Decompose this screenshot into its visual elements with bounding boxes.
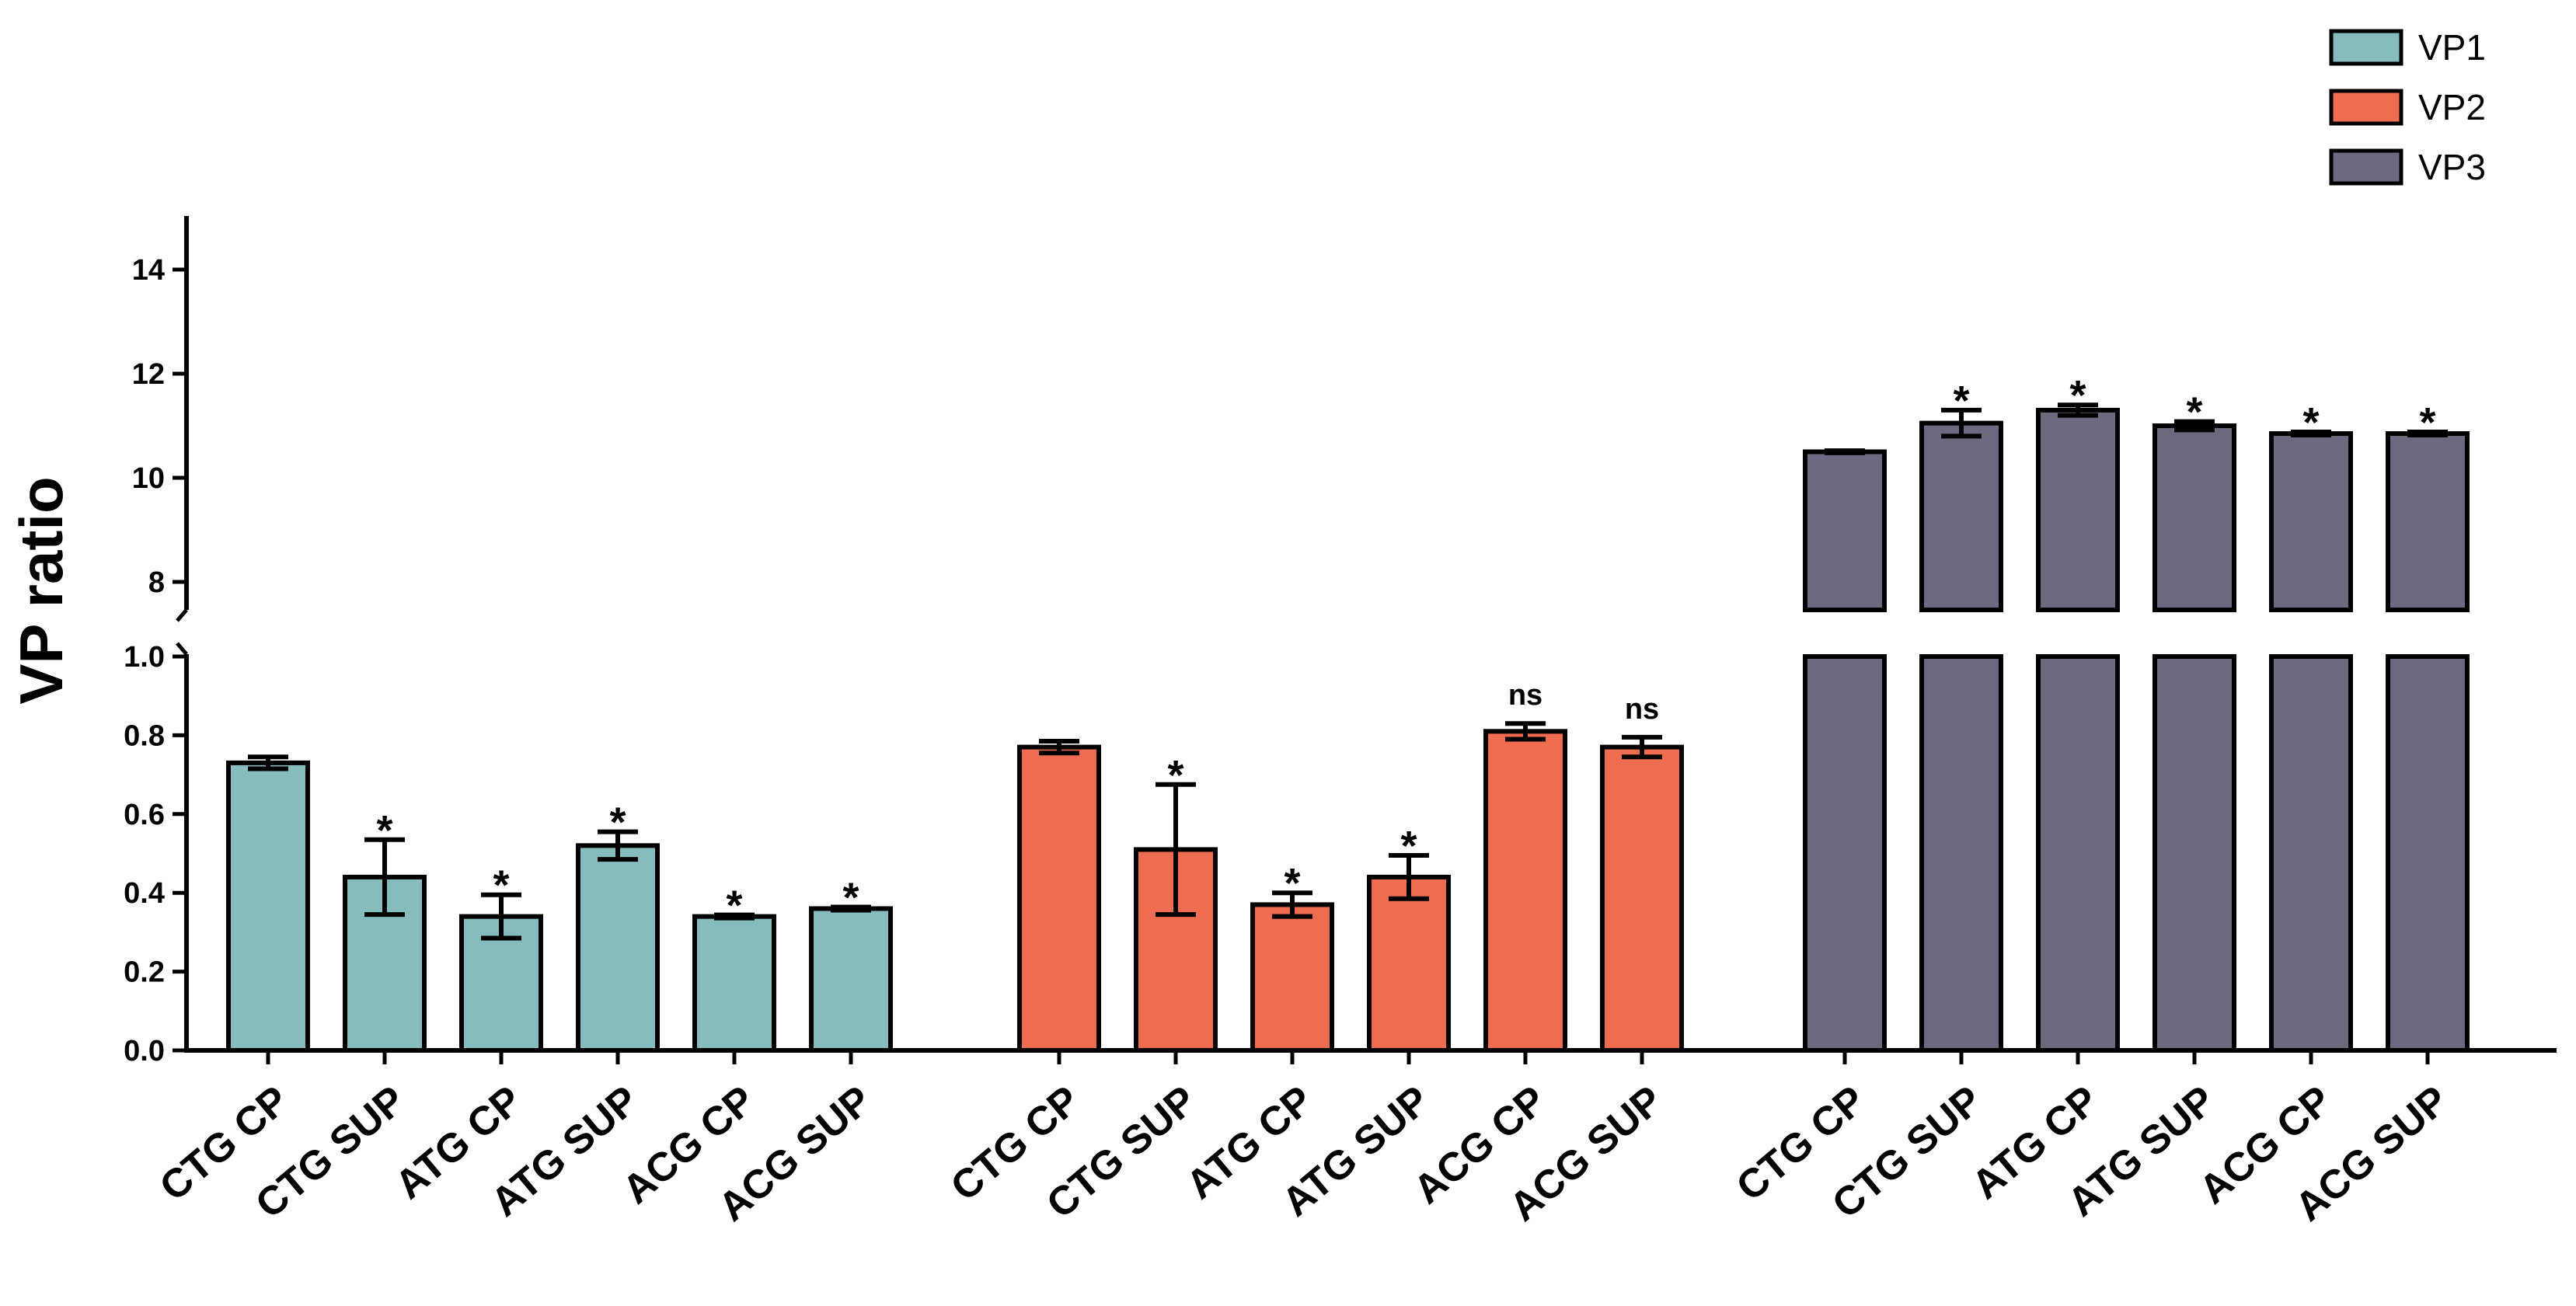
bar [576,843,660,1053]
bar-break-gap [2034,612,2122,654]
significance-star: * [1167,752,1183,799]
y-axis-title: VP ratio [7,476,75,704]
bar [226,760,310,1053]
y-tick-label: 12 [132,358,165,391]
significance-star: * [2419,399,2435,446]
significance-star: * [1284,860,1300,907]
legend-swatch [2329,148,2403,186]
significance-star: * [2069,372,2086,419]
bar [1250,902,1334,1054]
axis-break-mark [176,642,188,656]
legend-label: VP1 [2418,27,2486,68]
bar [2386,431,2470,612]
y-tick-label: 14 [132,254,165,287]
bar [1919,654,2003,1053]
bar-break-gap [1917,612,2006,654]
bar [809,906,893,1053]
bar [1803,654,1887,1053]
significance-star: * [842,874,859,921]
bar [1919,420,2003,613]
bar [2269,431,2353,612]
y-tick-label: 0.4 [124,877,165,910]
bar [2036,654,2120,1053]
significance-star: * [726,883,742,929]
legend-swatch [2329,29,2403,66]
bar [2269,654,2353,1053]
significance-star: * [2186,389,2202,436]
y-tick-label: 0.6 [124,799,165,831]
legend-label: VP3 [2418,147,2486,187]
bar-break-gap [2267,612,2355,654]
y-tick-label: 10 [132,462,165,495]
bar-break-gap [2150,612,2239,654]
bar [343,874,427,1054]
significance-star: * [2302,399,2319,446]
bar [1803,449,1887,612]
bar [1600,744,1684,1053]
bar [2036,407,2120,613]
bar [1017,744,1101,1053]
bar [1367,874,1451,1054]
significance-ns: ns [1625,693,1659,726]
bar [692,914,776,1053]
y-tick-label: 1.0 [124,641,165,674]
legend: VP1 VP2 VP3 [2329,27,2486,187]
legend-swatch [2329,89,2403,126]
significance-star: * [609,799,626,846]
legend-label: VP2 [2418,87,2486,127]
bars [226,402,2472,1054]
y-tick-label: 0.0 [124,1035,165,1067]
significance-star: * [376,807,392,854]
y-tick-label: 0.2 [124,956,165,989]
bar-break-gap [1800,612,1889,654]
significance-star: * [1400,823,1417,869]
bar [1134,847,1218,1054]
bar [2152,654,2236,1053]
axis-break-mark [176,608,188,622]
bar-break-gap [2383,612,2472,654]
y-tick-label: 8 [148,566,165,599]
y-tick-label: 0.8 [124,719,165,752]
bar [2152,423,2236,612]
significance-star: * [493,862,509,909]
bar [2386,654,2470,1053]
bar [1483,729,1567,1054]
significance-star: * [1953,378,1969,424]
significance-ns: ns [1508,679,1542,712]
